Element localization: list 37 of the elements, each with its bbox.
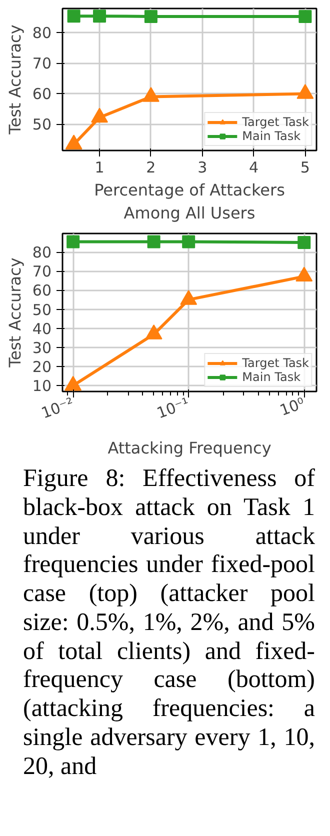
point xyxy=(65,134,82,150)
y-tick-label: 80 xyxy=(32,24,52,42)
y-tick-label: 50 xyxy=(32,300,52,319)
x-tick-label: 10⁰ xyxy=(277,394,308,420)
y-tick-label: 60 xyxy=(32,85,52,104)
y-tick-label: 60 xyxy=(32,282,52,300)
legend-label: Main Task xyxy=(242,370,301,384)
y-tick-label: 80 xyxy=(32,244,52,262)
text: Figure 8: Effectiveness of black-box attack on Task 1 under various attack frequencies under fixed-pool case (top) (attacker pool size: 0.5%, 1%, 2%, and 5% of total clients) and fixed-frequency case (bottom) (attacking frequencies: a single adversary every 1, 10, 20, and xyxy=(23,465,315,780)
point xyxy=(144,10,158,23)
x-tick-label: 1 xyxy=(94,158,104,176)
x-axis-title: Attacking Frequency xyxy=(108,438,272,458)
legend-label: Main Task xyxy=(242,129,301,143)
point xyxy=(93,10,106,23)
legend-label: Target Task xyxy=(242,356,309,370)
legend-label: Target Task xyxy=(242,115,309,129)
y-tick-label: 70 xyxy=(32,54,52,73)
x-tick-label: 2 xyxy=(146,158,156,176)
x-tick-label: 5 xyxy=(300,158,310,176)
y-tick-label: 30 xyxy=(32,338,52,357)
point xyxy=(67,10,80,23)
y-tick-label: 40 xyxy=(32,320,52,338)
y-axis-title: Test Accuracy xyxy=(5,24,24,136)
x-tick-label: 4 xyxy=(249,158,259,176)
point xyxy=(142,87,160,102)
point xyxy=(91,108,108,123)
y-tick-label: 10 xyxy=(32,377,52,396)
x-tick-label: 3 xyxy=(198,158,208,176)
point xyxy=(298,10,312,23)
y-tick-label: 20 xyxy=(32,358,52,376)
y-axis-title: Test Accuracy xyxy=(5,258,24,368)
y-tick-label: 70 xyxy=(32,262,52,281)
point xyxy=(296,84,314,99)
x-tick-label: 10⁻¹ xyxy=(154,394,192,422)
y-tick-label: 50 xyxy=(32,116,52,134)
x-axis-title: Percentage of Attackers Among All Users xyxy=(94,180,285,222)
x-tick-label: 10⁻² xyxy=(38,394,76,422)
